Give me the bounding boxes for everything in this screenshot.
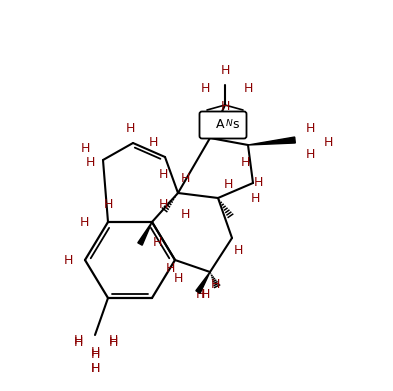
Text: H: H bbox=[79, 215, 89, 228]
Text: H: H bbox=[233, 244, 243, 256]
Text: H: H bbox=[63, 253, 73, 267]
Text: H: H bbox=[108, 335, 118, 348]
Text: H: H bbox=[90, 348, 100, 362]
Text: H: H bbox=[210, 278, 220, 292]
Text: H: H bbox=[85, 156, 95, 170]
Text: H: H bbox=[223, 179, 233, 192]
Polygon shape bbox=[248, 137, 295, 145]
Text: H: H bbox=[180, 208, 190, 221]
Text: H: H bbox=[108, 334, 118, 346]
Text: H: H bbox=[90, 346, 100, 359]
Text: H: H bbox=[180, 172, 190, 185]
Text: H: H bbox=[240, 156, 250, 170]
Text: H: H bbox=[103, 197, 113, 210]
Text: H: H bbox=[243, 81, 253, 95]
Text: H: H bbox=[148, 136, 158, 149]
Text: H: H bbox=[253, 176, 263, 190]
Polygon shape bbox=[138, 222, 152, 245]
Text: H: H bbox=[220, 100, 230, 113]
Text: H: H bbox=[90, 362, 100, 375]
Polygon shape bbox=[196, 272, 210, 293]
Text: N: N bbox=[226, 120, 232, 129]
Text: H: H bbox=[152, 237, 162, 249]
Text: H: H bbox=[158, 199, 168, 212]
Text: H: H bbox=[173, 271, 183, 285]
Text: H: H bbox=[305, 149, 315, 161]
Text: s: s bbox=[233, 118, 239, 131]
Text: H: H bbox=[158, 169, 168, 181]
Text: H: H bbox=[200, 81, 210, 95]
Text: H: H bbox=[250, 192, 260, 204]
FancyBboxPatch shape bbox=[200, 111, 246, 138]
Text: H: H bbox=[220, 63, 230, 77]
Text: H: H bbox=[200, 289, 210, 301]
Text: H: H bbox=[80, 142, 90, 154]
Text: H: H bbox=[73, 334, 83, 346]
Text: H: H bbox=[90, 362, 100, 375]
Text: H: H bbox=[165, 262, 174, 274]
Text: H: H bbox=[125, 122, 135, 135]
Text: A: A bbox=[216, 118, 224, 131]
Text: H: H bbox=[73, 335, 83, 348]
Text: H: H bbox=[195, 289, 205, 301]
Text: H: H bbox=[305, 122, 315, 135]
Text: H: H bbox=[323, 136, 333, 149]
